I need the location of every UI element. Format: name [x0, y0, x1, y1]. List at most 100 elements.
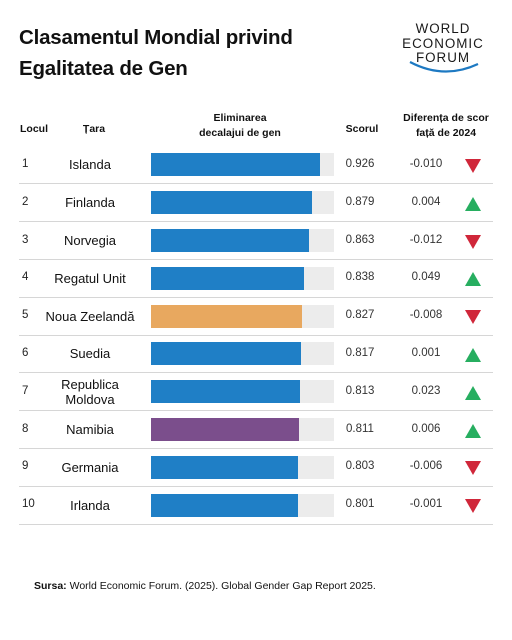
source-label: Sursa:: [34, 580, 67, 592]
source-note: Sursa: World Economic Forum. (2025). Glo…: [34, 580, 376, 592]
country-label-line: Suedia: [69, 346, 111, 362]
bar: [151, 191, 312, 215]
bar: [151, 418, 300, 441]
country-label: Suedia: [44, 346, 136, 361]
score-value: 0.879: [345, 195, 375, 208]
country-label-line: Namibia: [66, 422, 114, 437]
country-label: Norvegia: [44, 233, 136, 248]
logo-line-3: FORUM: [415, 50, 471, 65]
country-label: Irlanda: [44, 498, 136, 513]
bar: [151, 342, 301, 366]
score-value: 0.817: [345, 346, 375, 359]
row-separator: [19, 183, 493, 185]
logo-line-2: ECONOMIC: [402, 35, 484, 51]
header-bar: Eliminarea decalajui de gen: [170, 111, 310, 141]
diff-value: -0.001: [409, 498, 443, 511]
trend-up-icon: [465, 272, 481, 287]
rank-label: 4: [22, 271, 29, 284]
rank-label: 1: [22, 157, 29, 170]
row-separator: [19, 334, 493, 336]
header-bar-line-2: decalajui de gen: [199, 127, 281, 139]
bar-track: [151, 342, 334, 366]
rank-label: 6: [22, 346, 29, 359]
bar-track: [151, 153, 334, 177]
header-score: Scorul: [345, 123, 379, 135]
score-value: 0.803: [345, 460, 375, 473]
country-label-line: Germania: [61, 459, 119, 475]
diff-value: 0.049: [411, 271, 441, 284]
country-label: Noua Zeelandă: [44, 309, 136, 324]
bar-track: [151, 304, 334, 328]
country-label: Finlanda: [44, 195, 136, 210]
country-label-line: Noua Zeelandă: [45, 308, 135, 324]
diff-value: 0.006: [411, 422, 441, 435]
header-rank: Locul: [20, 123, 48, 135]
bar-track: [151, 455, 334, 479]
bar-track: [151, 229, 334, 252]
diff-value: -0.010: [409, 157, 443, 170]
diff-value: 0.001: [411, 346, 441, 359]
rank-label: 7: [22, 384, 29, 397]
bar: [151, 304, 303, 328]
bar: [151, 153, 321, 177]
rank-label: 2: [22, 195, 29, 208]
bar-track: [151, 380, 334, 404]
score-value: 0.813: [345, 384, 375, 397]
country-label: Germania: [44, 460, 136, 475]
header-diff-line-2: față de 2024: [415, 127, 477, 139]
country-label: Regatul Unit: [44, 271, 136, 286]
bar: [151, 266, 305, 290]
logo-arc-icon: [409, 61, 479, 73]
chart-title: Clasamentul Mondial privind Egalitatea d…: [19, 22, 349, 84]
trend-up-icon: [465, 423, 481, 438]
bar: [151, 493, 298, 517]
row-separator: [19, 523, 493, 525]
row-separator: [19, 410, 493, 412]
country-label-line: Regatul Unit: [54, 270, 126, 286]
trend-up-icon: [465, 385, 481, 400]
score-value: 0.863: [345, 233, 375, 246]
bar: [151, 380, 300, 404]
title-line-2: Egalitatea de Gen: [19, 57, 188, 80]
score-value: 0.801: [345, 498, 375, 511]
trend-up-icon: [465, 347, 481, 362]
country-label: Namibia: [44, 422, 136, 437]
country-label: Republica Moldova: [44, 377, 136, 407]
score-value: 0.811: [346, 422, 374, 435]
logo-line-1: WORLD: [415, 21, 471, 36]
bar-track: [151, 191, 334, 215]
trend-down-icon: [465, 499, 481, 514]
source-text: World Economic Forum. (2025). Global Gen…: [66, 580, 376, 592]
diff-value: -0.006: [409, 460, 443, 473]
country-label: Islanda: [44, 157, 136, 172]
bar: [151, 455, 298, 479]
diff-value: -0.012: [409, 233, 443, 246]
trend-down-icon: [465, 310, 481, 325]
header-diff: Diferența de scor față de 2024: [396, 111, 496, 141]
rank-label: 3: [22, 233, 29, 246]
country-label-line: Islanda: [69, 157, 111, 173]
header-diff-line-1: Diferența de scor: [403, 112, 489, 124]
header-bar-line-1: Eliminarea: [213, 112, 267, 124]
bar-track: [151, 493, 334, 517]
row-separator: [19, 485, 493, 487]
trend-down-icon: [465, 158, 481, 173]
diff-value: -0.008: [409, 309, 443, 322]
row-separator: [19, 221, 493, 223]
rank-label: 5: [22, 309, 29, 322]
country-label-line: Irlanda: [70, 497, 110, 513]
country-label-line: Norvegia: [63, 233, 117, 248]
header-country: Țara: [82, 123, 106, 135]
score-value: 0.926: [345, 157, 375, 170]
row-separator: [19, 258, 493, 260]
country-label-line: Republica: [61, 376, 119, 392]
trend-up-icon: [465, 196, 481, 211]
country-label-line: Finlanda: [65, 195, 115, 211]
row-separator: [19, 447, 493, 449]
title-line-1: Clasamentul Mondial privind: [19, 26, 293, 49]
bar-track: [151, 266, 334, 290]
score-value: 0.838: [345, 271, 375, 284]
rank-label: 10: [22, 498, 35, 511]
bar-track: [151, 418, 334, 441]
score-value: 0.827: [345, 309, 375, 322]
